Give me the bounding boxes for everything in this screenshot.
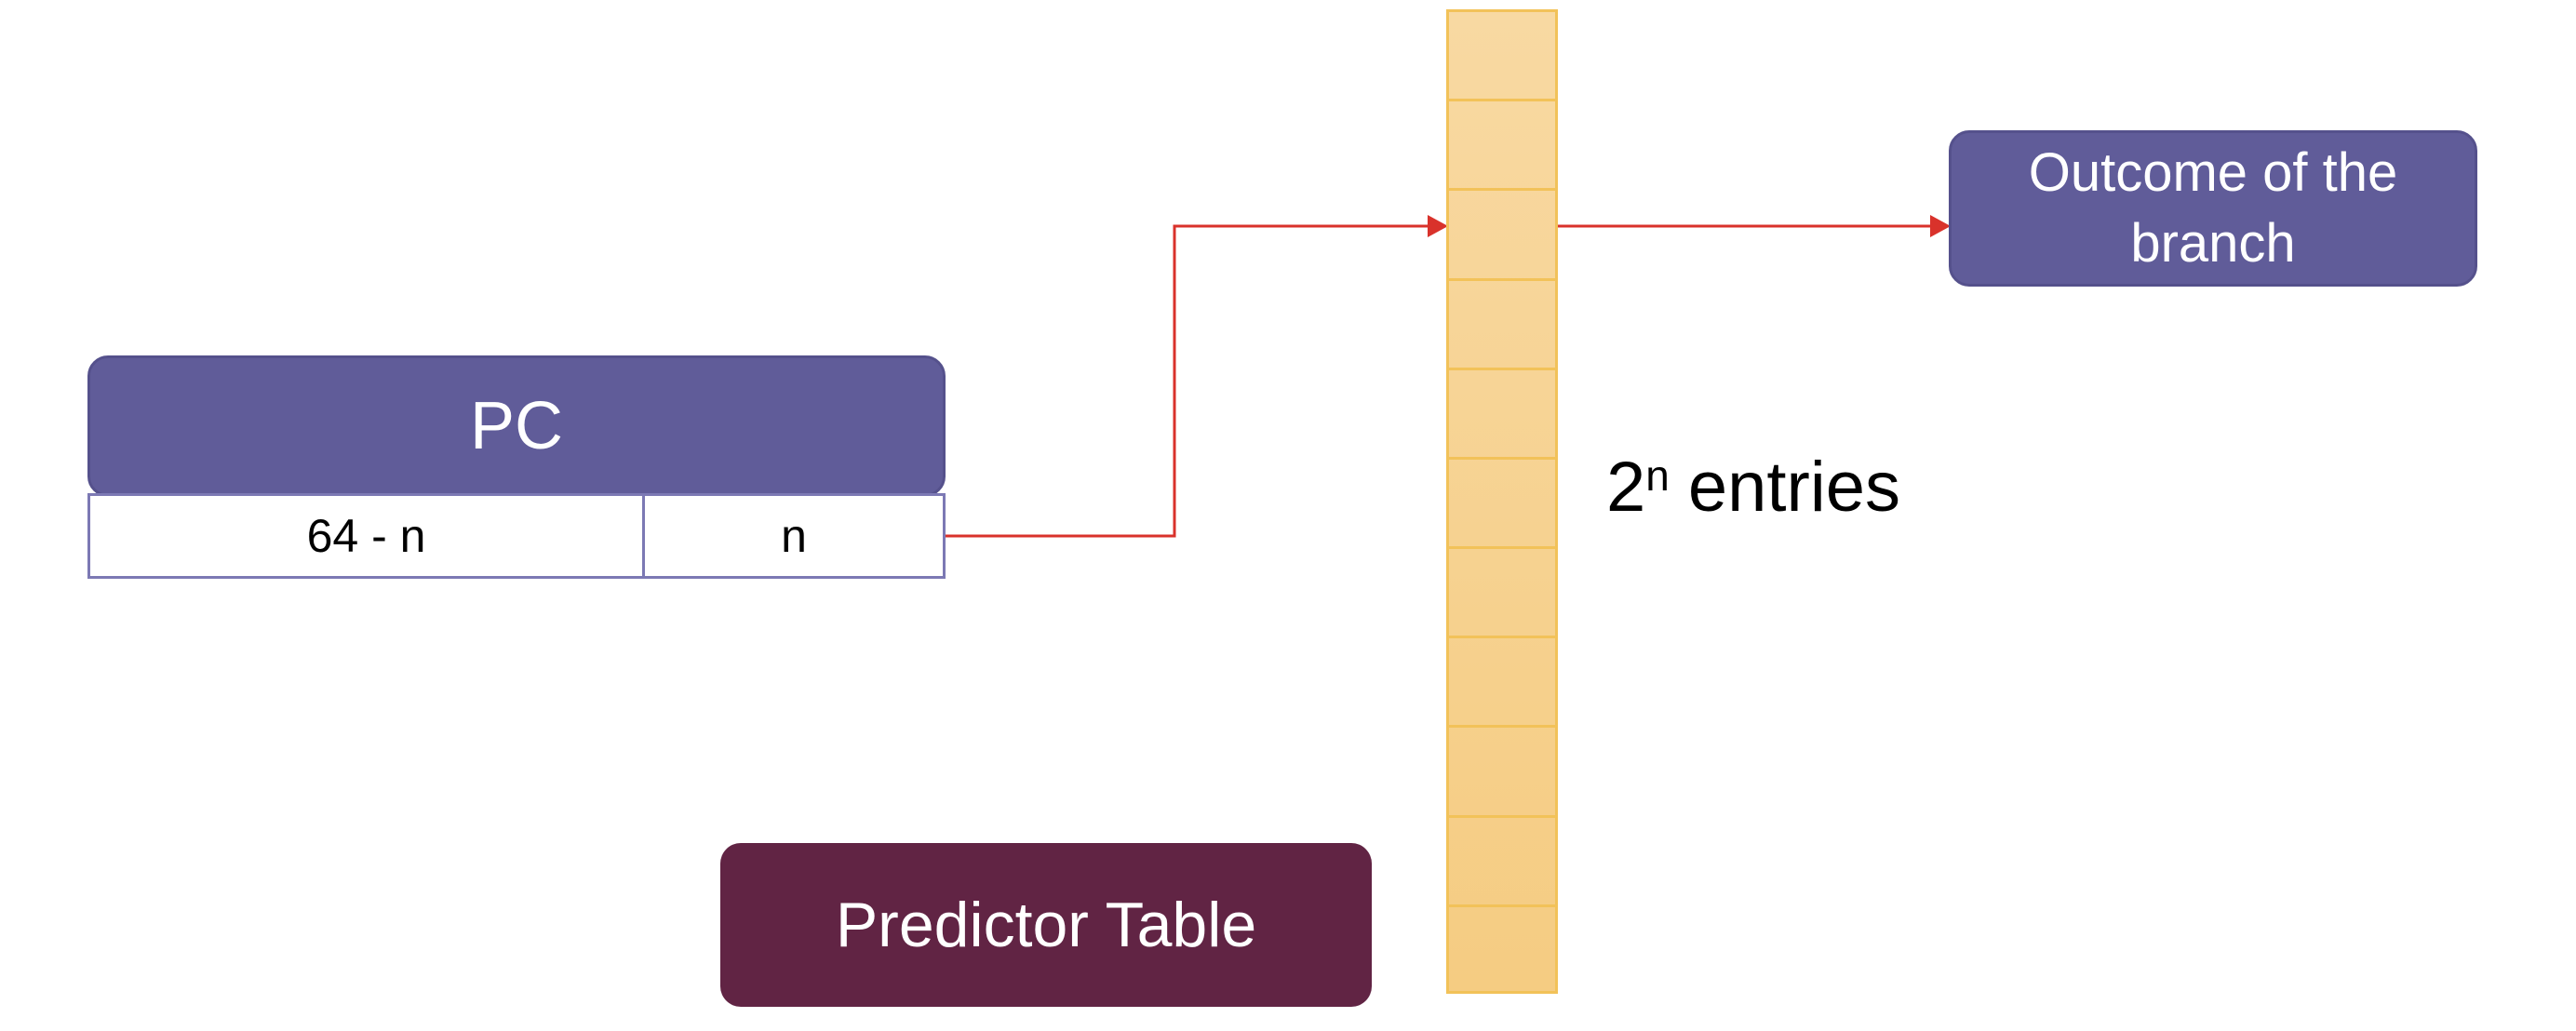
predictor-entry-divider (1448, 725, 1556, 728)
entries-suffix: entries (1687, 448, 1900, 527)
entries-base: 2 (1606, 448, 1646, 527)
predictor-entry-divider (1448, 278, 1556, 281)
outcome-label: Outcome of the branch (2028, 142, 2398, 274)
predictor-entry-divider (1448, 368, 1556, 370)
predictor-entry-divider (1448, 457, 1556, 460)
predictor-entry-divider (1448, 99, 1556, 101)
pc-label: PC (469, 389, 564, 463)
predictor-table-title: Predictor Table (720, 843, 1372, 1007)
outcome-arrowhead (1930, 215, 1951, 237)
predictor-entry-divider (1448, 188, 1556, 191)
predictor-table-column (1446, 9, 1558, 994)
entries-exponent: n (1645, 451, 1670, 500)
pc-high-bits-field: 64 - n (90, 496, 645, 576)
pc-index-bits-field: n (781, 510, 807, 562)
branch-outcome-box: Outcome of the branch (1949, 130, 2477, 287)
entries-count-label: 2 n entries (1606, 447, 1900, 528)
title-label: Predictor Table (835, 890, 1257, 960)
pc-fields: 64 - n n (87, 493, 946, 579)
predictor-entry-divider (1448, 815, 1556, 818)
predictor-entry-divider (1448, 546, 1556, 549)
pc-index-arrowhead (1428, 215, 1448, 237)
predictor-entry-divider (1448, 904, 1556, 907)
predictor-entry-divider (1448, 636, 1556, 638)
pc-register: PC (87, 355, 946, 497)
pc-index-arrow (946, 221, 1445, 538)
